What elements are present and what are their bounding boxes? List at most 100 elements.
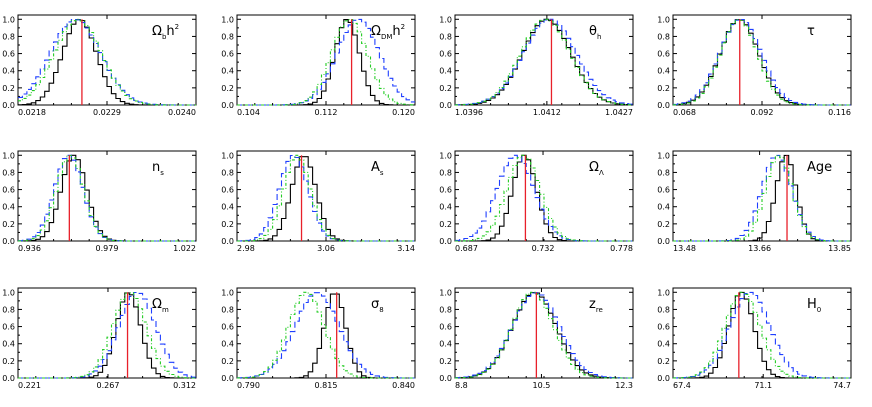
panel-label-main: Ω <box>152 24 162 39</box>
panel-4: 0.0 0.2 0.4 0.6 0.8 1.0 0.068 0.092 0.116 τ <box>657 14 852 117</box>
series-black <box>18 19 196 106</box>
y-tick-label: 0.0 <box>657 237 670 246</box>
x-tick-label: 3.06 <box>317 244 335 253</box>
y-tick-label: 0.6 <box>439 323 452 332</box>
panel-label-sub: b <box>162 33 167 41</box>
panel-12: 0.0 0.2 0.4 0.6 0.8 1.0 67.4 71.1 74.7 H0 <box>657 287 852 390</box>
y-tick-label: 0.4 <box>657 340 670 349</box>
y-tick-label: 0.8 <box>2 168 15 177</box>
y-tick-label: 0.2 <box>221 220 234 229</box>
panel-label-sub: s <box>160 169 164 177</box>
y-tick-label: 0.6 <box>2 186 15 195</box>
x-tick-label: 1.0396 <box>455 108 483 117</box>
x-tick-label: 2.98 <box>237 244 255 253</box>
y-tick-label: 0.8 <box>2 305 15 314</box>
panel-label: zre <box>589 297 603 314</box>
x-tick-label: 0.0218 <box>18 108 46 117</box>
y-tick-label: 0.4 <box>439 67 452 76</box>
panel-label-main: A <box>371 160 380 175</box>
y-tick-label: 0.8 <box>439 305 452 314</box>
panel-label: As <box>371 160 384 177</box>
x-tick-label: 8.8 <box>455 381 468 390</box>
panel-label: Age <box>807 160 832 175</box>
y-tick-label: 0.0 <box>439 101 452 110</box>
panel-7: 0.0 0.2 0.4 0.6 0.8 1.0 0.687 0.732 0.778 ΩΛ <box>439 150 634 253</box>
y-tick-label: 0.2 <box>221 357 234 366</box>
x-tick-label: 3.14 <box>397 244 415 253</box>
y-tick-label: 1.0 <box>221 288 234 297</box>
y-tick-label: 0.2 <box>2 220 15 229</box>
panel-1: 0.0 0.2 0.4 0.6 0.8 1.0 0.0218 0.0229 0.0240 Ωbh2 <box>2 14 197 117</box>
y-tick-label: 0.8 <box>657 168 670 177</box>
x-tick-label: 1.0427 <box>605 108 633 117</box>
y-tick-label: 0.4 <box>439 203 452 212</box>
x-tick-label: 0.104 <box>237 108 260 117</box>
series-green_dotdash <box>673 19 851 106</box>
y-tick-label: 0.0 <box>657 101 670 110</box>
plot-frame <box>672 287 852 379</box>
panel-label-main: Ω <box>152 297 162 312</box>
y-tick-label: 0.0 <box>2 101 15 110</box>
x-tick-label: 0.778 <box>610 244 633 253</box>
y-tick-label: 0.8 <box>657 305 670 314</box>
x-tick-label: 0.068 <box>673 108 696 117</box>
plot-frame <box>454 14 634 106</box>
x-tick-label: 0.112 <box>315 108 338 117</box>
series-blue_dashed <box>18 154 196 242</box>
series-green_dotdash <box>18 292 196 379</box>
panel-label-tail: h <box>392 24 400 39</box>
y-tick-label: 0.0 <box>657 374 670 383</box>
y-tick-label: 0.2 <box>439 84 452 93</box>
series-green_dotdash <box>673 155 851 242</box>
y-tick-label: 0.6 <box>657 323 670 332</box>
panel-label-sub: 0 <box>817 306 821 314</box>
x-tick-label: 0.092 <box>751 108 774 117</box>
series-blue_dashed <box>673 18 851 106</box>
y-tick-label: 0.2 <box>2 357 15 366</box>
y-tick-label: 0.0 <box>221 374 234 383</box>
series-black <box>18 292 196 379</box>
x-tick-label: 0.815 <box>315 381 338 390</box>
y-tick-label: 1.0 <box>439 151 452 160</box>
y-tick-label: 0.4 <box>2 340 15 349</box>
y-tick-label: 0.4 <box>221 203 234 212</box>
y-tick-label: 0.2 <box>657 357 670 366</box>
x-tick-label: 0.840 <box>392 381 415 390</box>
panel-label-main: τ <box>807 24 815 39</box>
y-tick-label: 1.0 <box>2 288 15 297</box>
panel-label-sub: re <box>596 306 603 314</box>
x-tick-label: 1.022 <box>173 244 196 253</box>
y-tick-label: 0.0 <box>221 237 234 246</box>
y-tick-label: 0.4 <box>657 203 670 212</box>
y-tick-label: 0.2 <box>657 220 670 229</box>
y-tick-label: 0.6 <box>221 50 234 59</box>
y-tick-label: 0.0 <box>439 237 452 246</box>
panel-label-main: Age <box>807 160 832 175</box>
x-tick-label: 13.66 <box>748 244 771 253</box>
series-black <box>673 291 851 379</box>
series-green_dotdash <box>455 154 633 242</box>
y-tick-label: 1.0 <box>221 151 234 160</box>
panel-label-main: σ <box>371 297 379 312</box>
panel-11: 0.0 0.2 0.4 0.6 0.8 1.0 8.8 10.5 12.3 zre <box>439 287 634 390</box>
y-tick-label: 0.0 <box>2 237 15 246</box>
x-tick-label: 13.48 <box>673 244 696 253</box>
panel-label: Ωbh2 <box>152 23 179 41</box>
y-tick-label: 0.8 <box>2 32 15 41</box>
y-tick-label: 0.8 <box>221 305 234 314</box>
y-tick-label: 0.4 <box>657 67 670 76</box>
y-tick-label: 0.4 <box>439 340 452 349</box>
y-tick-label: 0.2 <box>439 357 452 366</box>
panel-label-main: Ω <box>371 24 381 39</box>
y-tick-label: 0.8 <box>221 168 234 177</box>
y-tick-label: 0.2 <box>221 84 234 93</box>
panel-2: 0.0 0.2 0.4 0.6 0.8 1.0 0.104 0.112 0.120 ΩDMh2 <box>221 14 416 117</box>
series-green_dotdash <box>237 154 415 242</box>
y-tick-label: 0.8 <box>657 32 670 41</box>
series-blue_dashed <box>673 291 851 379</box>
y-tick-label: 1.0 <box>657 15 670 24</box>
series-green_dotdash <box>455 291 633 379</box>
panel-label-sup: 2 <box>401 23 405 31</box>
series-green_dotdash <box>18 154 196 242</box>
